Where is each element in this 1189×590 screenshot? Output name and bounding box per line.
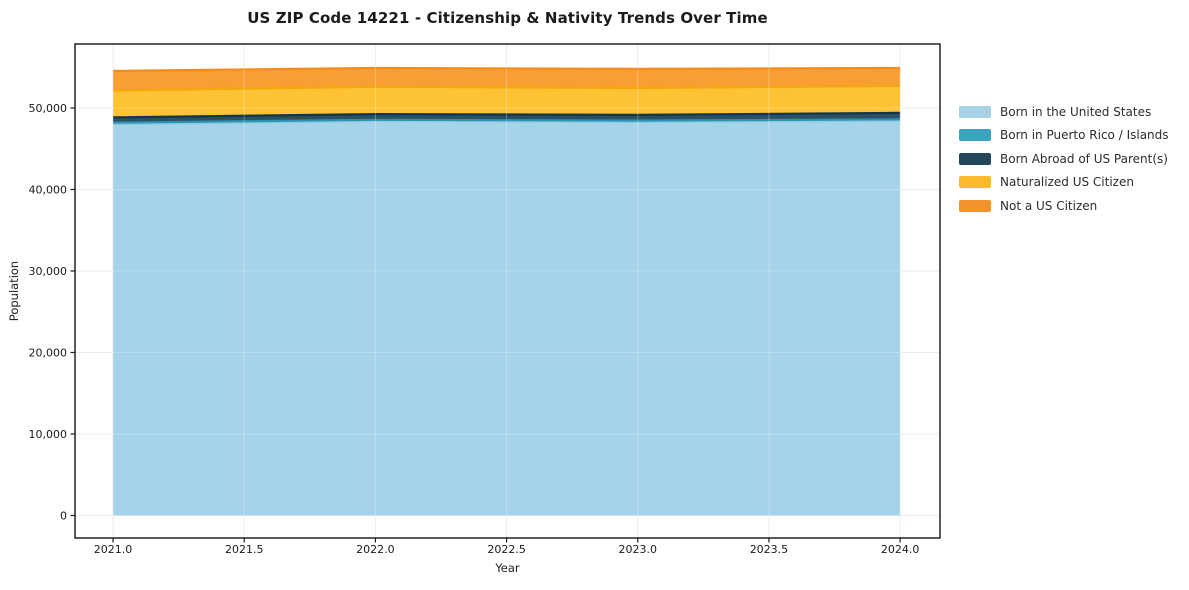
legend: Born in the United States Born in Puerto…: [959, 100, 1169, 218]
legend-label: Born in the United States: [1000, 104, 1152, 119]
y-tick-label: 10,000: [29, 428, 68, 441]
legend-item: Born Abroad of US Parent(s): [959, 147, 1169, 171]
legend-item: Born in the United States: [959, 100, 1169, 124]
y-tick-label: 50,000: [29, 102, 68, 115]
x-tick-label: 2022.5: [487, 543, 526, 556]
x-tick-label: 2024.0: [881, 543, 920, 556]
area-edge-line-0: [112, 119, 901, 126]
legend-swatch-not-citizen: [959, 199, 991, 212]
legend-swatch-puerto-rico: [959, 129, 991, 142]
y-axis-label: Population: [7, 260, 21, 322]
area-edge-line-4: [112, 66, 901, 72]
x-tick-label: 2022.0: [356, 543, 395, 556]
area-series-4: [113, 68, 901, 91]
y-tick-label: 30,000: [29, 265, 68, 278]
y-tick-label: 40,000: [29, 183, 68, 196]
legend-item: Born in Puerto Rico / Islands: [959, 124, 1169, 148]
area-edge-line-2: [112, 111, 901, 119]
legend-swatch-born-abroad: [959, 152, 991, 165]
legend-label: Born Abroad of US Parent(s): [1000, 151, 1168, 166]
area-edge-line-3: [112, 84, 901, 92]
x-tick-label: 2023.0: [619, 543, 658, 556]
legend-swatch-naturalized: [959, 176, 991, 189]
x-tick-label: 2023.5: [750, 543, 789, 556]
area-series-0: [113, 121, 901, 516]
y-tick-label: 20,000: [29, 346, 68, 359]
legend-label: Naturalized US Citizen: [1000, 175, 1134, 190]
legend-label: Born in Puerto Rico / Islands: [1000, 128, 1169, 143]
legend-label: Not a US Citizen: [1000, 198, 1098, 213]
area-series-3: [113, 86, 901, 118]
area-edge-line-1: [112, 118, 901, 124]
legend-swatch-born-us: [959, 105, 991, 118]
x-tick-label: 2021.5: [225, 543, 264, 556]
y-tick-label: 0: [60, 510, 67, 523]
x-axis-label: Year: [495, 561, 520, 575]
chart-title: US ZIP Code 14221 - Citizenship & Nativi…: [247, 9, 768, 27]
legend-item: Not a US Citizen: [959, 194, 1169, 218]
legend-item: Naturalized US Citizen: [959, 171, 1169, 195]
axes-frame: [74, 43, 941, 539]
x-tick-label: 2021.0: [94, 543, 133, 556]
